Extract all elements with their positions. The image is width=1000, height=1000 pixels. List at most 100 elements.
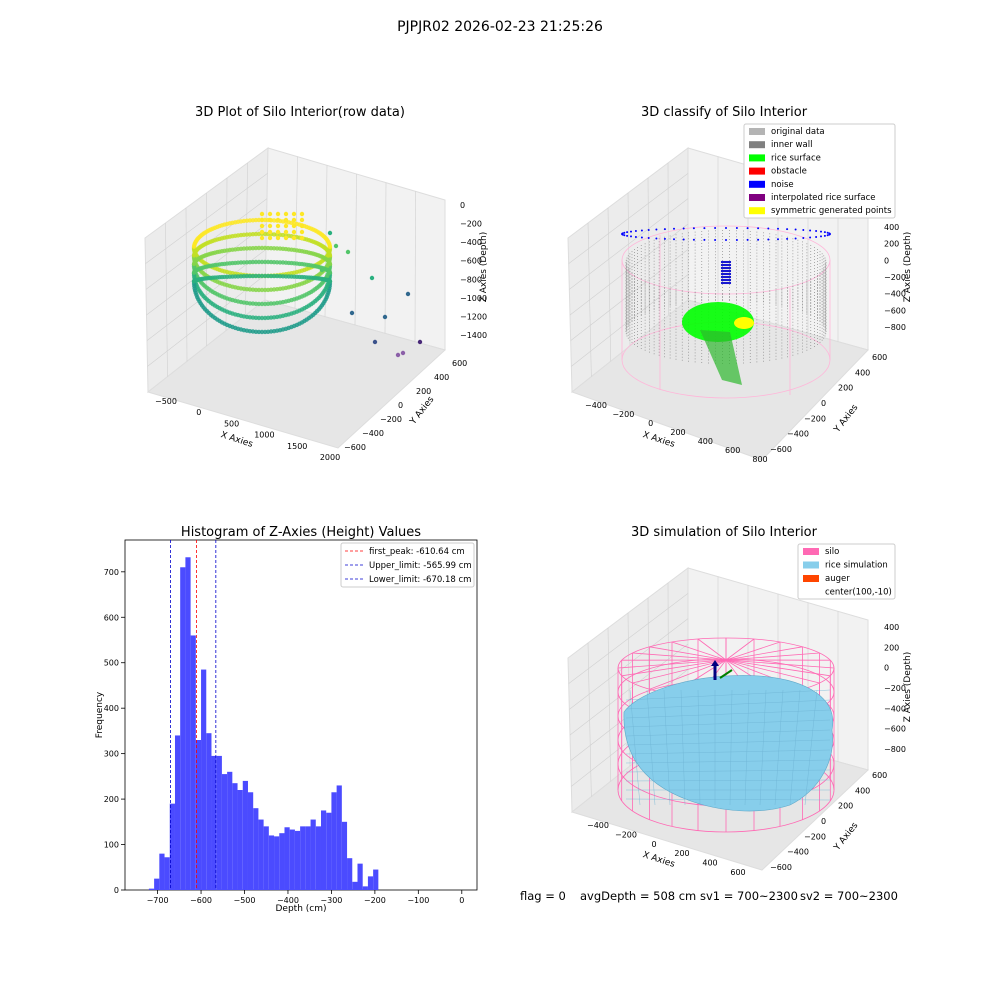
histogram-bar [294, 830, 301, 890]
panel1-y-tick: −400 [362, 429, 384, 438]
noise-point [663, 228, 666, 231]
histogram-y-tick: 0 [114, 886, 119, 895]
noise-point [714, 227, 717, 229]
panel1-y-tick: 0 [398, 401, 403, 410]
panel4-z-label: Z Axies (Depth) [903, 652, 913, 723]
noise-point [682, 227, 685, 230]
panel2-x-tick: 200 [670, 428, 685, 437]
scatter-outlier-point [400, 350, 406, 356]
classify-legend-swatch [749, 128, 765, 135]
noise-point [726, 266, 730, 270]
histogram-bar [190, 635, 196, 890]
histogram-bar [341, 821, 348, 890]
noise-point [726, 263, 730, 267]
scatter-point [267, 211, 273, 217]
noise-point [626, 231, 629, 234]
noise-point [777, 238, 779, 241]
panel4-y-tick: 400 [855, 786, 870, 795]
histogram-bar [336, 785, 342, 890]
histogram-bar [279, 833, 285, 890]
panel4-y-tick: 200 [838, 802, 853, 811]
panel4-x-tick: 400 [702, 859, 717, 868]
noise-point [703, 238, 706, 241]
scatter-point [327, 279, 333, 284]
panel-histogram: Histogram of Z-Axies (Height) Values −70… [95, 525, 478, 914]
noise-point [728, 281, 732, 285]
simulation-legend-label: auger [825, 574, 850, 584]
panel2-x-ticks: −400 −200 0 200 400 600 800 [585, 401, 768, 464]
panel1-y-tick: 200 [416, 387, 431, 396]
scatter-outlier-point [405, 291, 411, 297]
scatter-point [275, 217, 281, 223]
status-avg-depth: avgDepth = 508 cm [580, 889, 696, 903]
panel4-x-tick: −400 [587, 821, 609, 830]
panel2-z-tick: 0 [884, 256, 889, 265]
histogram-x-tick: −700 [147, 896, 169, 905]
panel4-legend: silo rice simulation auger center(100,-10) [797, 543, 896, 600]
noise-point [794, 228, 797, 231]
simulation-legend-swatch [803, 561, 819, 569]
panel4-x-tick: 200 [674, 849, 689, 858]
classify-legend-swatch [749, 141, 765, 149]
panel2-y-tick: 200 [838, 384, 853, 393]
noise-point [720, 278, 724, 282]
noise-point [809, 236, 812, 239]
noise-point [634, 236, 637, 238]
histogram-bar [195, 740, 202, 890]
scatter-point [299, 235, 305, 241]
classify-legend-swatch [749, 154, 765, 162]
classify-legend-label: original data [771, 127, 825, 137]
panel2-y-tick: −200 [804, 414, 826, 423]
histogram-legend-label: first_peak: -610.64 cm [369, 547, 465, 557]
histogram-bar [253, 808, 259, 890]
panel1-x-ticks: −500 0 500 1000 1500 2000 [155, 397, 340, 462]
noise-point [823, 234, 826, 237]
histogram-bar [148, 888, 155, 890]
panel4-x-tick: 0 [651, 840, 656, 849]
noise-point [724, 281, 728, 285]
noise-point [724, 263, 728, 267]
histogram-bar [347, 858, 353, 890]
panel1-z-tick: 0 [460, 201, 465, 210]
noise-point [728, 272, 732, 276]
panel2-z-tick: 200 [884, 240, 899, 249]
panel4-z-tick: −400 [884, 704, 906, 713]
scatter-point [299, 211, 305, 217]
noise-point [626, 234, 629, 237]
panel2-z-tick: −800 [884, 323, 906, 332]
simulation-legend-swatch [803, 548, 819, 555]
histogram-y-tick: 100 [104, 841, 119, 850]
panel4-y-tick: −200 [804, 832, 826, 841]
histogram-bar [242, 780, 248, 890]
histogram-bar [268, 835, 275, 890]
noise-point [692, 227, 695, 230]
histogram-bar [315, 826, 321, 890]
scatter-outlier-point [333, 243, 339, 249]
classify-legend-label: interpolated rice surface [771, 193, 876, 203]
panel2-x-tick: −200 [612, 410, 634, 419]
noise-point [720, 266, 724, 270]
scatter-point [327, 253, 333, 258]
histogram-bar [232, 783, 238, 890]
panel-simulation: 3D simulation of Silo Interior 4002000−2… [567, 525, 913, 877]
panel2-y-tick: 400 [855, 368, 870, 377]
panel1-z-tick: −1000 [460, 294, 487, 303]
noise-point [726, 260, 730, 264]
noise-point [673, 227, 675, 230]
scatter-point [299, 229, 305, 235]
noise-point [640, 236, 643, 239]
histogram-bar [362, 886, 368, 890]
scatter-outlier-point [319, 267, 325, 273]
noise-point [728, 260, 732, 264]
histogram-x-tick: −100 [407, 896, 429, 905]
panel4-title: 3D simulation of Silo Interior [631, 525, 818, 540]
panel4-rice-simulation-surface [623, 675, 834, 812]
noise-point [724, 272, 728, 276]
panel1-z-tick: −800 [460, 275, 482, 284]
noise-point [809, 229, 812, 232]
noise-point [728, 269, 732, 273]
scatter-point [259, 223, 265, 229]
histogram-bar [174, 735, 181, 890]
simulation-legend-label: rice simulation [825, 561, 888, 571]
noise-point [726, 272, 730, 276]
